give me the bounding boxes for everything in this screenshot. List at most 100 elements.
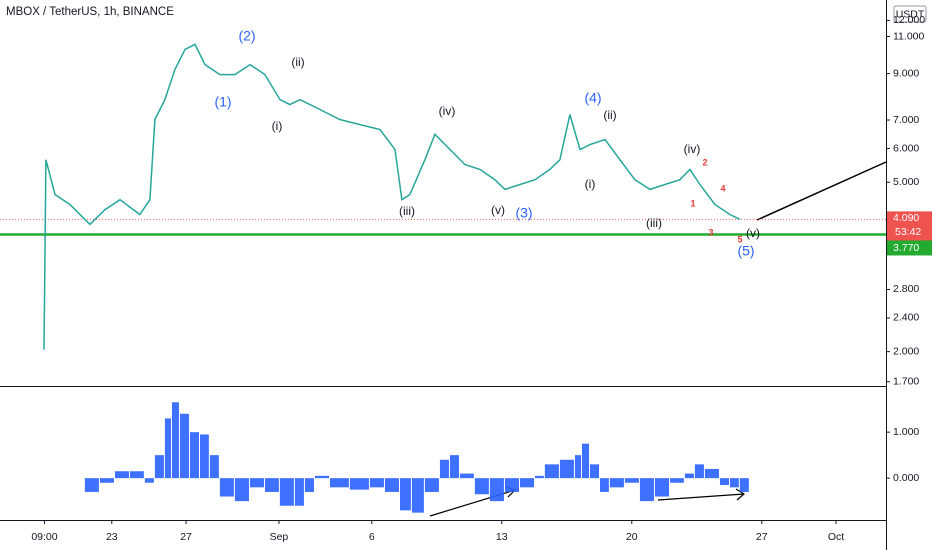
osc-bar	[329, 478, 349, 488]
osc-bar	[304, 478, 314, 492]
wave-label: 4	[720, 183, 725, 193]
y-tick-label: 5.000	[893, 176, 919, 188]
osc-bar	[265, 478, 279, 492]
osc-bar	[739, 478, 749, 492]
osc-bar	[694, 464, 704, 479]
y-tick-label: 12.000	[893, 14, 925, 26]
osc-bar	[670, 478, 684, 483]
wave-label: (iv)	[439, 104, 456, 118]
osc-bar	[400, 478, 411, 511]
osc-bar	[209, 455, 219, 479]
wave-label: (2)	[238, 28, 255, 44]
osc-bar	[179, 413, 189, 479]
y-tick-label: 2.000	[893, 345, 919, 357]
last-price-box	[887, 211, 932, 242]
osc-bar	[544, 464, 559, 479]
y-tick-label: 9.000	[893, 67, 919, 79]
wave-label: (ii)	[291, 55, 304, 69]
wave-label: (4)	[584, 90, 601, 106]
osc-bar	[424, 478, 439, 492]
osc-bar	[154, 455, 164, 479]
osc-bar	[730, 478, 739, 488]
x-tick-label: 27	[756, 531, 768, 543]
osc-bar	[474, 478, 489, 495]
wave-label: (v)	[491, 203, 505, 217]
wave-label: (iv)	[684, 142, 701, 156]
osc-bar	[489, 478, 504, 502]
level-box	[887, 240, 932, 256]
osc-bar	[449, 455, 459, 479]
wave-label: (1)	[214, 94, 231, 110]
osc-bar	[719, 478, 730, 486]
wave-label: (5)	[737, 243, 754, 259]
osc-bar	[654, 478, 670, 497]
osc-bar	[639, 478, 654, 502]
arrow	[657, 493, 745, 501]
wave-label: (ii)	[603, 108, 616, 122]
wave-label: 5	[737, 234, 742, 244]
osc-bar	[609, 478, 624, 488]
osc-bar	[164, 418, 171, 479]
y-tick-label: 11.000	[893, 30, 924, 42]
osc-bar	[589, 464, 600, 479]
osc-bar	[684, 473, 694, 479]
osc-bar	[504, 478, 519, 492]
osc-bar	[189, 432, 200, 479]
wave-label: 2	[702, 157, 707, 167]
osc-bar	[219, 478, 234, 497]
arrow-head	[735, 488, 746, 501]
y-tick-label: 1.700	[893, 375, 919, 387]
osc-y-tick-label: 0.000	[893, 472, 919, 484]
x-tick-label: 13	[496, 531, 508, 543]
x-tick-label: 20	[626, 531, 638, 543]
wave-label: (3)	[515, 205, 532, 221]
osc-bar	[349, 478, 369, 490]
osc-bar	[114, 471, 129, 479]
wave-label: (iii)	[646, 216, 662, 230]
currency-box[interactable]	[893, 5, 927, 23]
osc-bar	[294, 478, 304, 506]
osc-bar	[84, 478, 99, 492]
osc-bar	[99, 478, 114, 483]
osc-bar	[200, 434, 209, 479]
currency: USDT	[896, 8, 925, 20]
level-label: 3.770	[893, 242, 919, 254]
osc-bar	[234, 478, 249, 502]
x-tick-label: 09:00	[31, 531, 57, 543]
x-tick-label: Oct	[828, 531, 844, 543]
osc-bar	[535, 475, 544, 479]
y-tick-label: 7.000	[893, 114, 919, 126]
wave-label: 3	[708, 227, 713, 237]
wave-label: (iii)	[399, 204, 415, 218]
osc-bar	[411, 478, 424, 513]
trend-line	[756, 161, 887, 221]
osc-bar	[171, 402, 179, 479]
x-tick-label: 6	[369, 531, 375, 543]
osc-bar	[519, 478, 535, 488]
x-tick-label: Sep	[270, 531, 289, 543]
x-tick-label: 23	[106, 531, 118, 543]
osc-bar	[582, 443, 589, 479]
osc-bar	[249, 478, 265, 488]
osc-bar	[279, 478, 294, 506]
wave-label: 1	[690, 198, 695, 208]
x-tick-label: 27	[180, 531, 192, 543]
osc-bar	[459, 473, 474, 479]
y-tick-label: 2.800	[893, 283, 919, 295]
osc-bar	[624, 478, 639, 483]
osc-bar	[600, 478, 609, 492]
wave-label: (i)	[585, 177, 596, 191]
osc-bar	[369, 478, 384, 488]
osc-y-tick-label: 1.000	[893, 426, 919, 438]
osc-bar	[559, 459, 574, 479]
wave-label: (v)	[746, 226, 760, 240]
osc-bar	[129, 471, 144, 479]
osc-bar	[384, 478, 400, 492]
y-tick-label: 2.400	[893, 312, 919, 324]
chart-title: MBOX / TetherUS, 1h, BINANCE	[6, 6, 174, 18]
osc-bar	[314, 475, 329, 479]
countdown: 53:42	[895, 226, 921, 238]
last-price-label: 4.090	[893, 212, 919, 224]
